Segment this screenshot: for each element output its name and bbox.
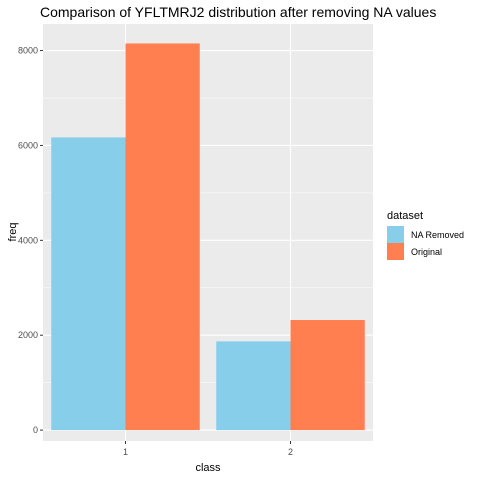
chart-title: Comparison of YFLTMRJ2 distribution afte…	[40, 4, 436, 20]
x-tick-label: 2	[288, 447, 293, 457]
x-axis-label: class	[195, 462, 221, 474]
legend-title: dataset	[387, 210, 423, 222]
y-tick-label: 2000	[18, 330, 38, 340]
legend-label: NA Removed	[411, 230, 464, 240]
bar	[51, 137, 126, 431]
x-tick-label: 1	[123, 447, 128, 457]
y-tick-label: 6000	[18, 140, 38, 150]
legend-label: Original	[411, 247, 442, 257]
y-tick-label: 4000	[18, 235, 38, 245]
legend-swatch	[387, 226, 404, 243]
legend-swatch	[387, 243, 404, 260]
bar	[290, 320, 365, 431]
y-axis-label: freq	[7, 223, 19, 242]
y-tick-label: 8000	[18, 46, 38, 56]
legend: dataset NA Removed Original	[387, 210, 464, 260]
y-tick-label: 0	[33, 425, 38, 435]
bar	[216, 341, 291, 431]
bar	[125, 43, 200, 431]
legend-items: NA Removed Original	[387, 226, 464, 260]
y-axis-ticks: 0 2000 4000 6000 8000	[18, 46, 43, 435]
bars	[51, 43, 365, 431]
